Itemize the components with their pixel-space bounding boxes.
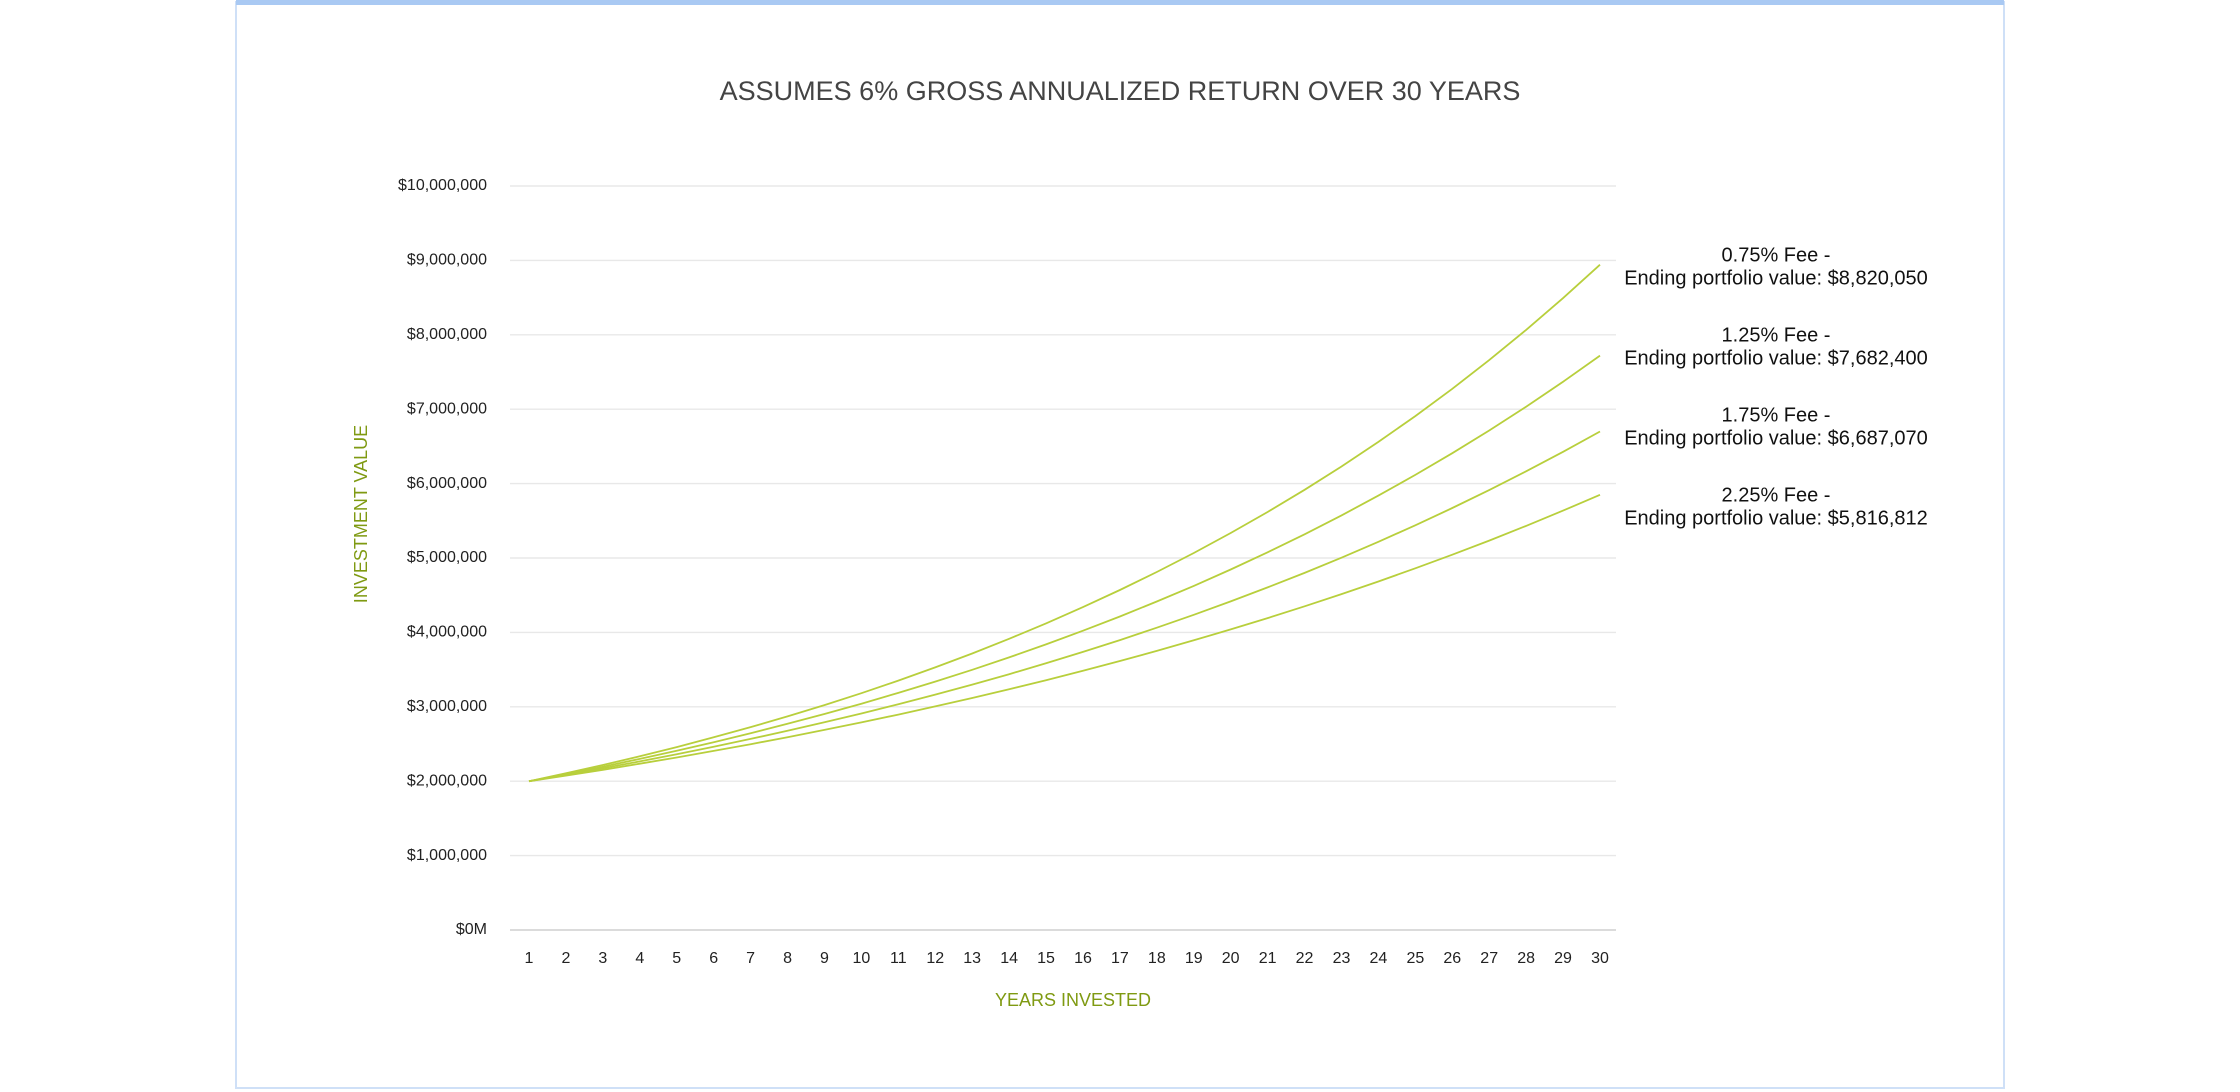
x-tick-label: 18 [1148, 950, 1166, 967]
x-axis-title: YEARS INVESTED [995, 990, 1151, 1010]
annotation-value: Ending portfolio value: $7,682,400 [1624, 347, 1928, 369]
annotation-fee: 1.75% Fee - [1722, 404, 1831, 426]
frame-top [236, 0, 2004, 5]
y-tick-label: $3,000,000 [407, 698, 487, 715]
y-tick-label: $0M [456, 921, 487, 938]
y-tick-label: $5,000,000 [407, 549, 487, 566]
x-tick-label: 11 [890, 950, 907, 967]
series-line [528, 430, 1601, 783]
annotation-fee: 0.75% Fee - [1722, 244, 1831, 266]
annotation-value: Ending portfolio value: $8,820,050 [1624, 267, 1928, 289]
y-tick-label: $9,000,000 [407, 252, 487, 269]
x-tick-label: 8 [783, 950, 792, 967]
y-tick-label: $1,000,000 [407, 847, 487, 864]
annotation-value: Ending portfolio value: $5,816,812 [1624, 507, 1928, 529]
x-tick-label: 3 [598, 950, 607, 967]
x-tick-label: 14 [1000, 950, 1018, 967]
x-tick-label: 20 [1222, 950, 1240, 967]
series-line [528, 264, 1601, 783]
x-tick-label: 19 [1185, 950, 1203, 967]
x-tick-label: 23 [1333, 950, 1351, 967]
x-tick-label: 5 [672, 950, 681, 967]
x-tick-label: 13 [963, 950, 981, 967]
chart-title: ASSUMES 6% GROSS ANNUALIZED RETURN OVER … [720, 76, 1521, 106]
y-tick-label: $7,000,000 [407, 400, 487, 417]
x-tick-label: 30 [1591, 950, 1609, 967]
series-line [528, 354, 1601, 783]
x-tick-label: 17 [1111, 950, 1129, 967]
x-tick-label: 21 [1259, 950, 1277, 967]
x-tick-label: 27 [1480, 950, 1498, 967]
x-tick-label: 9 [820, 950, 829, 967]
x-tick-label: 22 [1296, 950, 1314, 967]
y-tick-label: $8,000,000 [407, 326, 487, 343]
y-axis-title: INVESTMENT VALUE [351, 425, 371, 603]
x-tick-label: 15 [1037, 950, 1055, 967]
y-tick-label: $10,000,000 [398, 177, 487, 194]
y-tick-label: $2,000,000 [407, 772, 487, 789]
x-tick-label: 10 [852, 950, 870, 967]
frame [235, 1, 2005, 1089]
x-tick-label: 4 [635, 950, 644, 967]
y-tick-label: $4,000,000 [407, 624, 487, 641]
annotation-fee: 1.25% Fee - [1722, 324, 1831, 346]
x-tick-label: 26 [1443, 950, 1461, 967]
x-tick-label: 28 [1517, 950, 1535, 967]
annotation-value: Ending portfolio value: $6,687,070 [1624, 427, 1928, 449]
x-tick-label: 12 [926, 950, 944, 967]
x-tick-label: 6 [709, 950, 718, 967]
x-tick-label: 1 [525, 950, 534, 967]
annotation-fee: 2.25% Fee - [1722, 484, 1831, 506]
x-tick-label: 25 [1406, 950, 1424, 967]
x-tick-label: 7 [746, 950, 755, 967]
x-tick-label: 2 [561, 950, 570, 967]
y-tick-label: $6,000,000 [407, 475, 487, 492]
x-tick-label: 24 [1370, 950, 1388, 967]
x-tick-label: 29 [1554, 950, 1572, 967]
x-tick-label: 16 [1074, 950, 1092, 967]
series-line [528, 493, 1601, 783]
